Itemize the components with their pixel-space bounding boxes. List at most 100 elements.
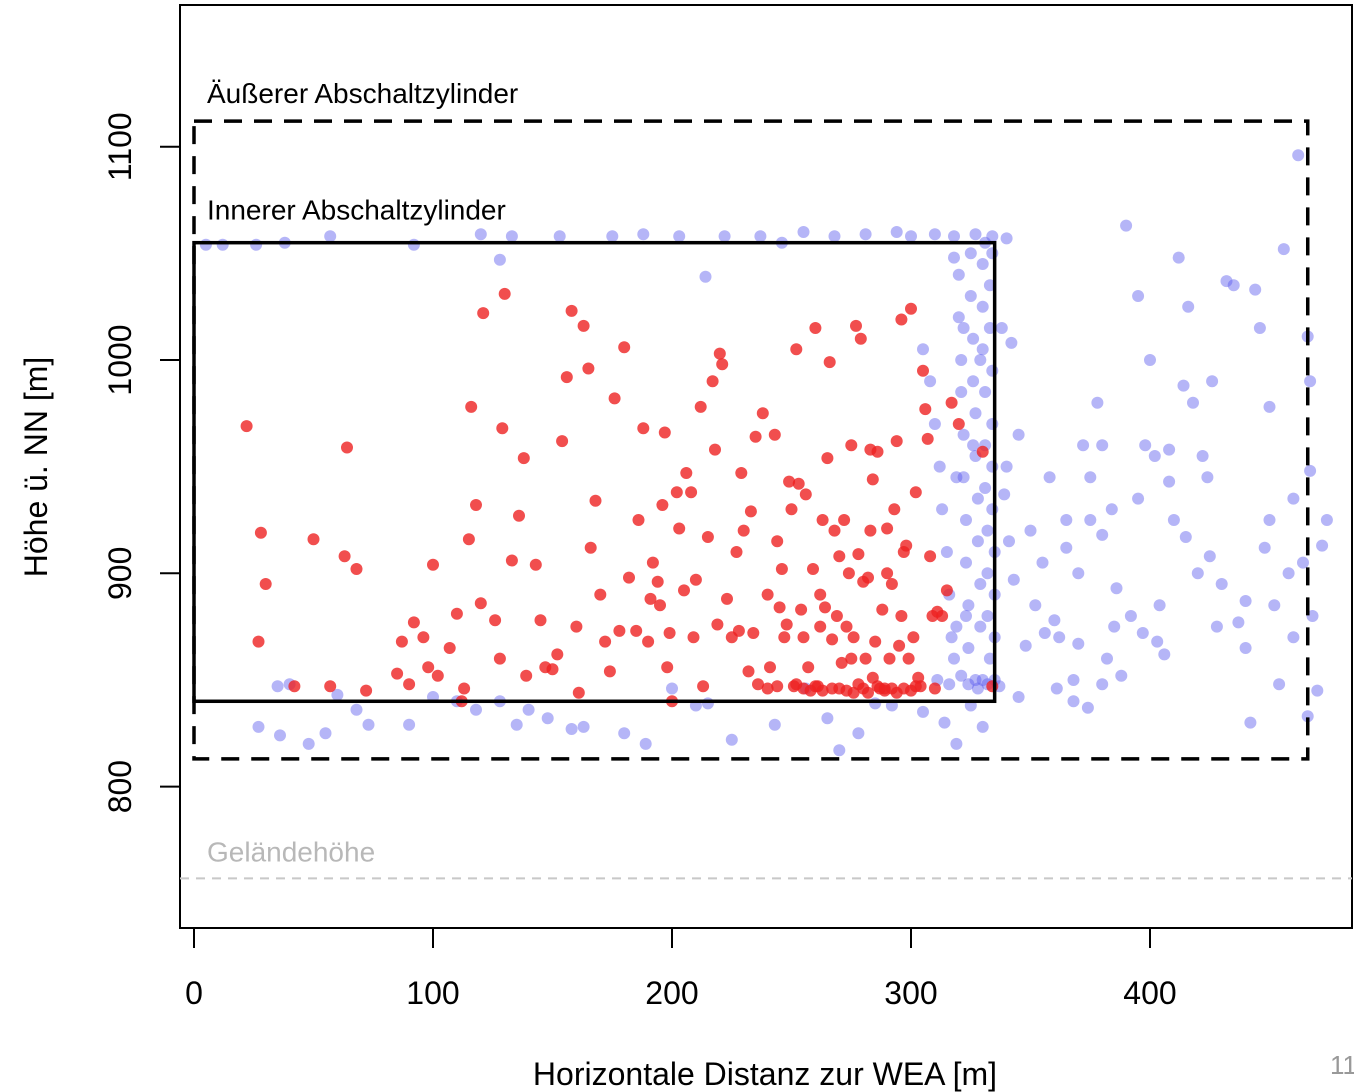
- data-point-1-127: [840, 620, 853, 633]
- data-point-0-193: [1301, 710, 1314, 723]
- data-point-1-117: [816, 514, 829, 526]
- data-point-1-43: [565, 304, 578, 317]
- data-point-0-194: [1287, 631, 1300, 644]
- data-point-0-64: [917, 343, 929, 356]
- y-tick-label-1: 900: [102, 547, 138, 600]
- data-point-0-78: [957, 428, 970, 441]
- data-point-1-137: [864, 524, 877, 537]
- data-point-0-210: [1012, 691, 1025, 703]
- data-point-0-168: [1210, 620, 1223, 633]
- data-point-0-62: [302, 737, 315, 750]
- data-point-1-169: [952, 418, 965, 430]
- data-point-0-181: [1277, 243, 1290, 256]
- data-point-1-2: [254, 526, 267, 539]
- data-point-1-41: [556, 435, 569, 448]
- data-point-1-68: [663, 627, 676, 639]
- data-point-0-2: [250, 238, 263, 251]
- data-point-0-100: [981, 524, 994, 537]
- data-point-0-157: [1158, 648, 1171, 661]
- data-point-0-0: [199, 238, 212, 251]
- data-point-0-24: [969, 228, 982, 241]
- data-point-0-179: [1268, 599, 1281, 612]
- data-point-1-136: [862, 571, 874, 584]
- data-point-1-100: [771, 535, 784, 548]
- data-point-1-146: [885, 578, 898, 590]
- data-point-1-84: [716, 358, 729, 371]
- data-point-1-5: [307, 533, 320, 546]
- data-point-1-114: [809, 322, 822, 334]
- data-point-0-63: [319, 727, 332, 740]
- data-point-1-80: [706, 375, 719, 388]
- data-point-1-40: [551, 648, 564, 661]
- data-point-1-102: [775, 563, 788, 575]
- data-point-0-146: [1096, 439, 1109, 452]
- data-point-0-217: [1084, 514, 1097, 526]
- data-point-1-99: [768, 428, 781, 441]
- data-point-0-43: [639, 737, 652, 750]
- data-point-1-73: [680, 467, 693, 479]
- data-point-1-92: [744, 505, 757, 518]
- data-point-1-46: [577, 319, 590, 332]
- data-point-0-123: [976, 674, 989, 686]
- data-point-0-40: [565, 723, 578, 735]
- data-point-0-84: [964, 247, 977, 260]
- data-point-1-101: [773, 601, 786, 614]
- data-point-1-103: [778, 631, 791, 644]
- data-point-1-88: [732, 624, 745, 637]
- y-tick-label-0: 800: [102, 760, 138, 813]
- data-point-0-190: [1311, 684, 1324, 697]
- data-point-0-205: [1081, 701, 1094, 714]
- data-point-0-125: [943, 678, 956, 691]
- data-point-1-49: [589, 494, 602, 507]
- data-point-0-77: [955, 386, 968, 398]
- data-point-1-166: [936, 610, 949, 622]
- data-point-0-213: [998, 488, 1011, 501]
- data-point-0-102: [981, 610, 994, 622]
- data-point-1-198: [780, 618, 793, 631]
- data-point-0-206: [1067, 695, 1080, 708]
- data-point-1-135: [859, 652, 872, 665]
- data-point-1-11: [391, 667, 404, 680]
- data-point-0-202: [1115, 669, 1128, 682]
- data-point-1-72: [678, 584, 690, 597]
- data-point-0-92: [974, 578, 987, 590]
- data-point-1-94: [749, 430, 762, 443]
- data-point-0-209: [1019, 639, 1032, 652]
- data-point-0-18: [828, 230, 841, 243]
- data-point-1-71: [673, 522, 686, 535]
- data-point-0-131: [1000, 460, 1013, 473]
- data-point-0-25: [986, 230, 999, 243]
- data-point-1-167: [940, 584, 953, 597]
- data-point-1-29: [493, 652, 506, 665]
- data-point-1-51: [599, 635, 612, 648]
- data-point-1-133: [854, 332, 867, 345]
- data-point-0-128: [971, 682, 984, 695]
- data-point-0-177: [1258, 541, 1271, 554]
- data-point-0-142: [1072, 567, 1085, 580]
- data-point-0-81: [960, 556, 972, 569]
- data-point-1-39: [546, 663, 559, 676]
- data-point-1-120: [823, 356, 836, 369]
- data-point-1-171: [771, 680, 784, 693]
- data-point-1-197: [986, 680, 999, 693]
- data-point-0-172: [1232, 616, 1245, 629]
- data-point-0-201: [1136, 627, 1149, 639]
- data-point-1-154: [905, 302, 917, 315]
- data-point-1-10: [360, 684, 373, 697]
- data-point-0-67: [933, 460, 946, 473]
- data-point-1-192: [845, 439, 858, 452]
- data-point-0-68: [936, 503, 949, 516]
- data-point-0-21: [905, 230, 917, 243]
- data-point-0-73: [950, 620, 963, 633]
- cylinder-layer: Äußerer Abschaltzylinder Innerer Abschal…: [192, 78, 1310, 761]
- data-point-0-22: [928, 228, 941, 241]
- data-point-0-9: [553, 230, 566, 243]
- y-tick-label-3: 1100: [102, 112, 138, 181]
- data-point-1-108: [792, 477, 805, 490]
- data-point-1-77: [694, 400, 707, 413]
- data-point-0-7: [493, 253, 506, 266]
- data-point-1-42: [560, 371, 573, 384]
- data-point-1-65: [656, 499, 669, 511]
- data-point-1-125: [835, 656, 848, 669]
- data-point-0-27: [271, 680, 284, 693]
